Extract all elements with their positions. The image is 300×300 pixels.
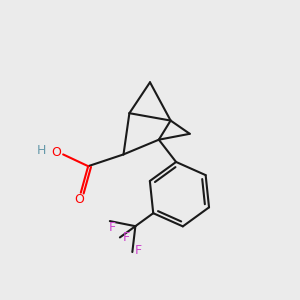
Text: F: F (123, 231, 130, 244)
Text: F: F (109, 221, 116, 234)
Text: F: F (135, 244, 142, 257)
Text: H: H (36, 144, 46, 158)
Text: O: O (52, 146, 61, 159)
Text: O: O (74, 193, 84, 206)
